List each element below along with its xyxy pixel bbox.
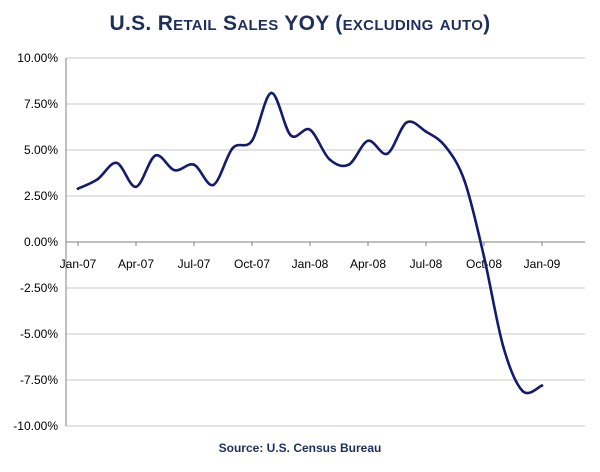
y-axis-tick-labels: 10.00% 7.50% 5.00% 2.50% 0.00% -2.50% -5.00% -7… [13, 51, 58, 433]
data-point [115, 161, 118, 165]
x-axis-tick-labels: Jan-07 Apr-07 Jul-07 Oct-07 Jan-08 Apr-08 Jul-… [60, 257, 561, 271]
data-point [405, 121, 408, 124]
data-point [212, 183, 215, 187]
data-point [76, 187, 80, 190]
x-tick-label: Jan-07 [60, 257, 97, 271]
data-point [250, 139, 254, 143]
data-point [134, 185, 138, 189]
data-point [231, 146, 234, 150]
data-point [521, 389, 524, 393]
x-tick-label: Oct-08 [466, 257, 502, 271]
data-point [173, 168, 176, 172]
y-tick-label: -10.00% [13, 419, 58, 433]
y-tick-label: 7.50% [24, 97, 58, 111]
data-point [482, 255, 486, 259]
data-point [502, 345, 505, 349]
data-point [192, 163, 196, 167]
y-tick-label: -2.50% [20, 281, 58, 295]
x-tick-label: Apr-08 [350, 257, 386, 271]
x-tick-label: Oct-07 [234, 257, 270, 271]
y-tick-label: -5.00% [20, 327, 58, 341]
y-tick-label: -7.50% [20, 373, 58, 387]
y-tick-label: 2.50% [24, 189, 58, 203]
data-point [270, 91, 273, 95]
x-tick-label: Jan-08 [292, 257, 329, 271]
data-point [366, 139, 370, 143]
source-note: Source: U.S. Census Bureau [218, 441, 382, 455]
data-point [347, 163, 350, 167]
x-tick-label: Jan-09 [524, 257, 561, 271]
data-point [96, 178, 99, 181]
y-tick-label: 10.00% [17, 51, 58, 65]
data-point [289, 133, 292, 137]
x-tick-label: Jul-07 [178, 257, 211, 271]
data-point [444, 145, 447, 148]
x-tick-label: Apr-07 [118, 257, 154, 271]
data-point [328, 157, 331, 161]
chart-title: U.S. Retail Sales YOY (excluding auto) [109, 12, 491, 35]
data-point [386, 152, 389, 155]
data-point [154, 154, 157, 157]
axes [65, 58, 585, 426]
data-point [424, 130, 428, 133]
y-tick-label: 5.00% [24, 143, 58, 157]
x-tick-label: Jul-08 [410, 257, 443, 271]
data-point [308, 128, 312, 132]
data-point [540, 384, 544, 387]
y-tick-label: 0.00% [24, 235, 58, 249]
data-point [463, 179, 466, 183]
